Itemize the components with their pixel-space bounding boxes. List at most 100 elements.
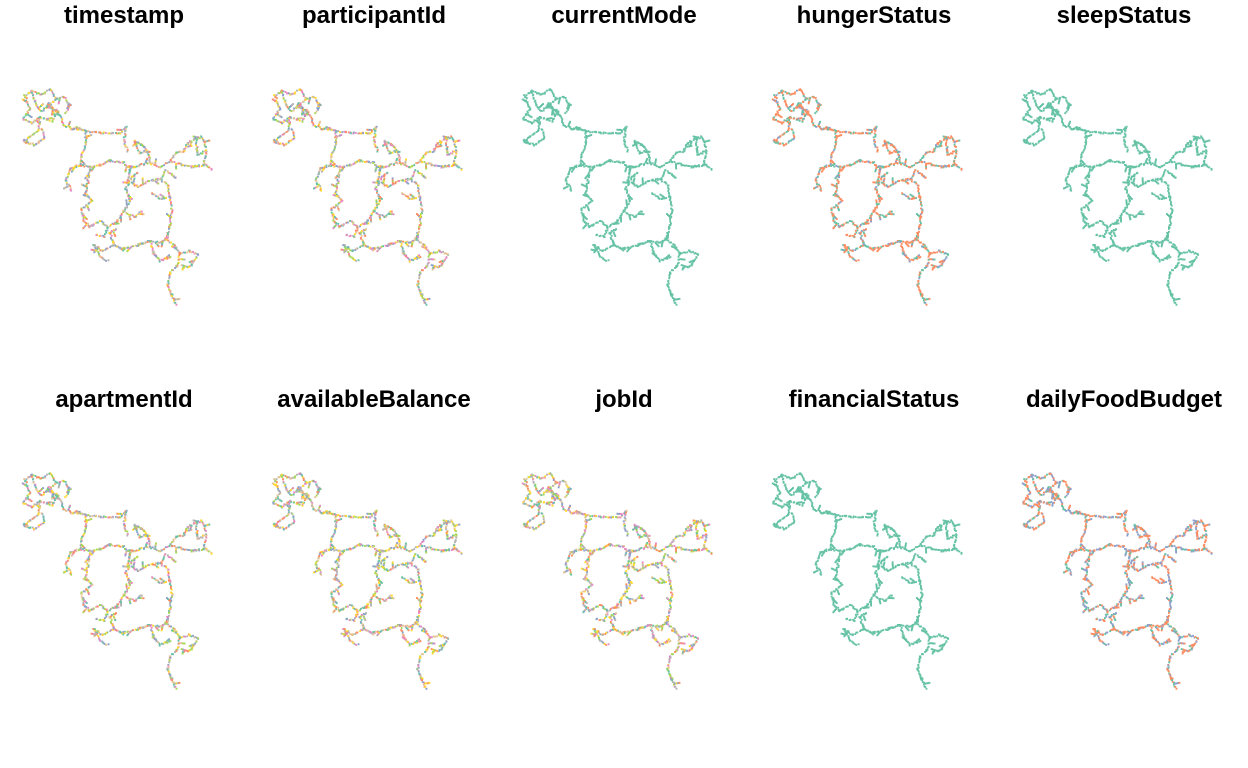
- map-point: [710, 168, 713, 171]
- map-point: [385, 142, 388, 145]
- map-point: [680, 163, 683, 166]
- map-point: [882, 180, 885, 183]
- map-point: [565, 186, 568, 189]
- map-point: [68, 169, 71, 172]
- map-point: [572, 168, 575, 171]
- map-point: [169, 214, 172, 217]
- map-point: [624, 144, 627, 147]
- map-point: [896, 157, 899, 160]
- map-point: [282, 90, 285, 93]
- map-point: [123, 143, 126, 145]
- map-point: [169, 196, 172, 199]
- map-point: [632, 165, 635, 168]
- map-point: [925, 303, 928, 306]
- map-point: [89, 201, 92, 204]
- map-point: [540, 93, 543, 96]
- map-point: [314, 125, 316, 127]
- map-point: [432, 251, 435, 254]
- map-point: [891, 178, 894, 181]
- map-point: [870, 220, 872, 223]
- map-point: [133, 216, 136, 218]
- map-point: [435, 265, 438, 268]
- map-point: [804, 110, 807, 113]
- map-point: [532, 143, 535, 146]
- map-point: [181, 267, 184, 270]
- map-point: [112, 229, 115, 231]
- map-point: [537, 125, 540, 128]
- map-point: [835, 190, 837, 193]
- map-point: [206, 165, 209, 168]
- map-point: [610, 231, 612, 234]
- map-point: [628, 171, 631, 174]
- map-point: [613, 232, 616, 235]
- map-point: [183, 266, 186, 269]
- map-point: [308, 98, 311, 101]
- map-point: [129, 197, 132, 199]
- map-point: [888, 165, 890, 168]
- map-point: [660, 194, 663, 197]
- map-point: [142, 182, 145, 185]
- map-point: [38, 140, 41, 143]
- map-point: [796, 104, 799, 107]
- map-point: [382, 144, 384, 147]
- map-point: [921, 209, 924, 212]
- map-point: [661, 242, 664, 245]
- map-point: [609, 233, 612, 235]
- map-point: [537, 107, 540, 110]
- map-point: [918, 275, 921, 278]
- map-point: [839, 201, 842, 204]
- map-point: [438, 265, 441, 268]
- map-point: [894, 161, 897, 164]
- map-point: [873, 139, 876, 142]
- map-point: [917, 255, 919, 258]
- map-point: [279, 115, 282, 118]
- map-point: [63, 187, 65, 190]
- map-point: [387, 243, 390, 245]
- map-point: [148, 156, 150, 159]
- map-point: [204, 145, 206, 148]
- map-point: [315, 182, 318, 185]
- map-point: [923, 244, 926, 247]
- map-point: [907, 257, 909, 259]
- map-point: [419, 293, 422, 295]
- map-point: [417, 280, 420, 283]
- map-point: [612, 231, 615, 234]
- map-point: [339, 201, 342, 204]
- map-point: [651, 249, 654, 252]
- map-point: [846, 246, 849, 249]
- map-point: [40, 93, 43, 96]
- map-point: [606, 160, 609, 163]
- map-point: [70, 170, 73, 173]
- map-point: [897, 153, 900, 156]
- map-point: [682, 251, 685, 254]
- map-point: [915, 236, 918, 239]
- map-point: [600, 164, 603, 166]
- map-point: [690, 260, 692, 263]
- map-point: [661, 165, 664, 167]
- map-point: [669, 272, 672, 275]
- map-point: [603, 259, 606, 261]
- map-point: [407, 197, 410, 200]
- map-point: [401, 178, 404, 181]
- map-point: [775, 140, 778, 143]
- map-point: [917, 195, 920, 198]
- map-point: [633, 175, 636, 177]
- map-point: [448, 164, 450, 167]
- map-point: [779, 121, 782, 124]
- map-point: [624, 164, 626, 166]
- map-point: [917, 232, 919, 235]
- map-point: [646, 180, 649, 183]
- map-point: [573, 167, 576, 170]
- map-point: [413, 181, 416, 184]
- map-point: [955, 150, 958, 153]
- map-point: [80, 211, 83, 214]
- map-point: [155, 195, 158, 198]
- map-point: [579, 128, 582, 131]
- map-point: [596, 164, 598, 167]
- map-point: [165, 237, 168, 240]
- map-point: [704, 155, 707, 158]
- map-point: [815, 99, 818, 102]
- map-point: [958, 139, 961, 142]
- map-point: [855, 247, 858, 250]
- map-point: [908, 258, 911, 261]
